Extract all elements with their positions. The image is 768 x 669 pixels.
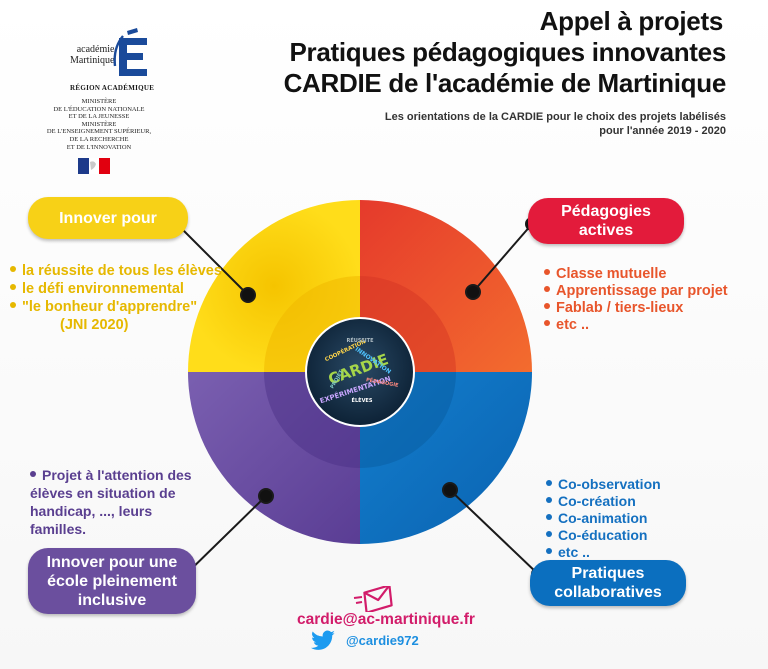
twitter-bird-icon[interactable] [310, 630, 336, 652]
quadrant-purple [188, 372, 360, 544]
page-subtitle: Les orientations de la CARDIE pour le ch… [385, 110, 726, 138]
twitter-handle-link[interactable]: @cardie972 [346, 633, 419, 648]
word-cloud-word: RÉUSSITE [347, 336, 375, 344]
connector-dot [465, 284, 481, 300]
subtitle-line-2: pour l'année 2019 - 2020 [599, 125, 726, 137]
innover-pour-label: Innover pour [28, 197, 188, 239]
list-item-text: Co-observation [558, 476, 661, 492]
pedagogies-label-line: Pédagogies [561, 203, 651, 220]
envelope-icon [353, 586, 393, 612]
subtitle-line-1: Les orientations de la CARDIE pour le ch… [384, 111, 726, 123]
pedagogies-actives-label: Pédagogies actives [528, 198, 684, 244]
ministere-line: ET DE L'INNOVATION [66, 143, 132, 151]
ministere-text: MINISTÈRE DE L'ÉDUCATION NATIONALE ET DE… [36, 98, 162, 151]
inclusive-list: Projet à l'attention des élèves en situa… [30, 466, 210, 538]
academie-logo-text: académie Martinique [70, 44, 114, 66]
list-item-text: Fablab / tiers-lieux [556, 300, 684, 316]
list-item-text: etc .. [556, 317, 590, 333]
ministere-line: DE LA RECHERCHE [69, 135, 129, 143]
list-item: Classe mutuelle [544, 266, 728, 283]
innover-pour-text: Innover pour [59, 209, 157, 227]
center-circle [305, 317, 415, 427]
list-item: Projet à l'attention des élèves en situa… [30, 466, 210, 538]
list-item-text: Projet à l'attention des élèves en situa… [30, 467, 192, 537]
list-item-note: (JNI 2020) [60, 317, 129, 333]
list-item: la réussite de tous les élèves [10, 262, 222, 280]
pedagogies-label-line: actives [578, 222, 634, 239]
list-item: Co-éducation [546, 527, 661, 544]
logo-line-2: Martinique [70, 55, 115, 66]
region-academique-label: RÉGION ACADÉMIQUE [70, 84, 155, 92]
list-item-text: Co-animation [558, 510, 648, 526]
academie-e-logo-icon [113, 28, 147, 76]
list-item-text: "le bonheur d'apprendre" [22, 299, 198, 315]
bullet-icon [546, 531, 552, 538]
list-item: le défi environnemental [10, 280, 222, 298]
ministere-line: DE L'ÉDUCATION NATIONALE [53, 105, 145, 113]
list-item-text: le défi environnemental [22, 281, 184, 297]
collaboratives-label-line: Pratiques [571, 565, 645, 582]
list-item: etc .. [546, 544, 661, 561]
title-line-1: Appel à projets [539, 6, 724, 36]
collaboratives-list: Co-observation Co-création Co-animation … [546, 476, 661, 561]
list-item-text: la réussite de tous les élèves [22, 263, 222, 279]
list-item-text: Classe mutuelle [556, 266, 667, 282]
pratiques-collaboratives-label: Pratiques collaboratives [530, 560, 686, 606]
bullet-icon [30, 471, 36, 478]
bullet-icon [10, 284, 16, 291]
bullet-icon [544, 303, 550, 310]
connector-dot [240, 287, 256, 303]
page-title: Appel à projets Pratiques pédagogiques i… [283, 6, 727, 99]
list-item: etc .. [544, 317, 728, 334]
collaboratives-label-line: collaboratives [554, 584, 662, 601]
inclusive-label-line: inclusive [77, 591, 147, 609]
list-item: "le bonheur d'apprendre" [10, 298, 222, 316]
ministere-line: MINISTÈRE [81, 120, 117, 128]
connector-dot [258, 488, 274, 504]
logo-line-1: académie [76, 44, 115, 55]
bullet-icon [544, 286, 550, 293]
list-item: Apprentissage par projet [544, 283, 728, 300]
inclusive-label-line: Innover pour une [46, 553, 178, 571]
list-item-text: Apprentissage par projet [556, 283, 728, 299]
ministere-line: ET DE LA JEUNESSE [68, 113, 130, 121]
pedagogies-list: Classe mutuelle Apprentissage par projet… [544, 266, 728, 334]
bullet-icon [546, 497, 552, 504]
list-item-text: Co-création [558, 493, 636, 509]
word-cloud-word: ÉLÈVES [352, 396, 373, 404]
bullet-icon [546, 514, 552, 521]
bullet-icon [544, 269, 550, 276]
list-item-text: etc .. [558, 544, 590, 560]
bullet-icon [544, 320, 550, 327]
list-item: Co-observation [546, 476, 661, 493]
contact-email-link[interactable]: cardie@ac-martinique.fr [297, 611, 475, 628]
marianne-flag-icon [78, 158, 110, 174]
list-item-text: Co-éducation [558, 527, 648, 543]
list-item: Co-animation [546, 510, 661, 527]
title-line-3: CARDIE de l'académie de Martinique [283, 68, 727, 98]
connector-dot [442, 482, 458, 498]
bullet-icon [10, 302, 16, 309]
quadrant-red [360, 200, 532, 372]
ministere-line: MINISTÈRE [81, 98, 117, 105]
bullet-icon [546, 548, 552, 555]
list-item: Co-création [546, 493, 661, 510]
bullet-icon [10, 266, 16, 273]
ministere-line: DE L'ENSEIGNEMENT SUPÉRIEUR, [46, 128, 152, 136]
quadrant-blue [360, 372, 532, 544]
list-item: Fablab / tiers-lieux [544, 300, 728, 317]
title-line-2: Pratiques pédagogiques innovantes [289, 37, 726, 67]
innover-list: la réussite de tous les élèves le défi e… [10, 262, 222, 334]
inclusive-label-line: école pleinement [47, 572, 177, 590]
ecole-inclusive-label: Innover pour une école pleinement inclus… [28, 548, 196, 614]
bullet-icon [546, 480, 552, 487]
